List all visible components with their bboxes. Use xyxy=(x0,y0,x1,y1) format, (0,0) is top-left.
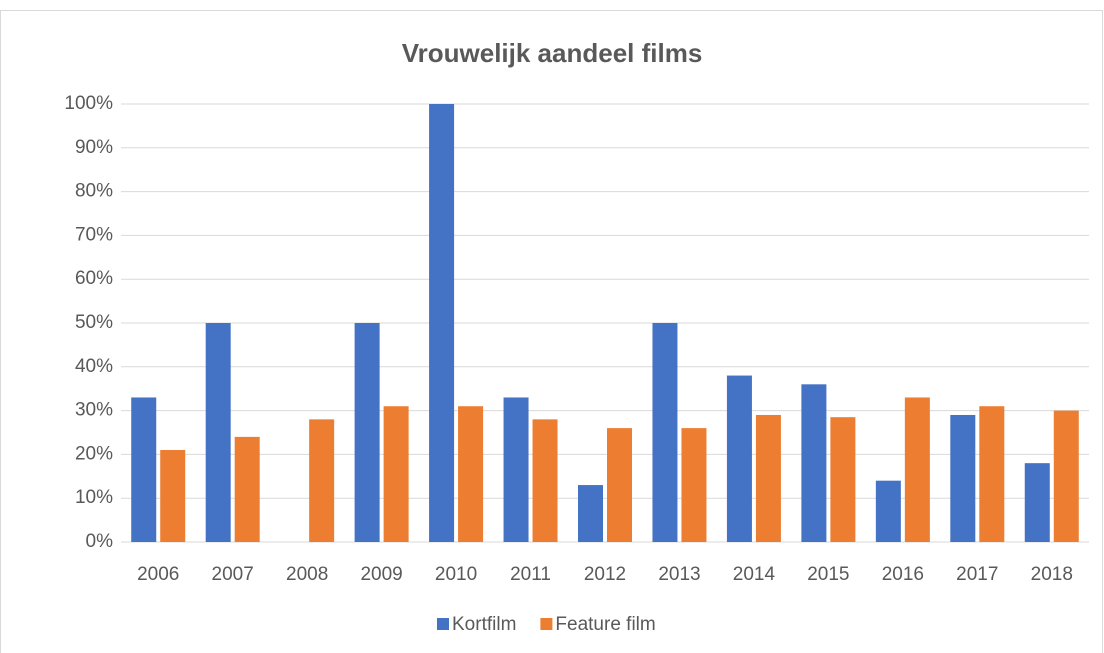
bar xyxy=(801,384,827,542)
legend-swatch xyxy=(540,618,553,630)
bar xyxy=(950,414,976,542)
bar xyxy=(309,419,335,542)
bar xyxy=(131,397,157,542)
x-tick-label: 2017 xyxy=(956,564,998,585)
y-tick-label: 10% xyxy=(75,487,113,508)
x-tick-label: 2015 xyxy=(807,564,849,585)
x-tick-label: 2009 xyxy=(360,564,402,585)
bar xyxy=(681,428,707,542)
x-tick-label: 2011 xyxy=(510,564,551,585)
x-tick-label: 2014 xyxy=(733,564,776,585)
x-tick-label: 2012 xyxy=(584,564,626,585)
y-tick-label: 100% xyxy=(64,93,113,114)
bar xyxy=(904,397,930,542)
x-tick-label: 2013 xyxy=(658,564,700,585)
y-tick-label: 70% xyxy=(75,224,113,245)
bar xyxy=(755,414,781,542)
x-tick-label: 2018 xyxy=(1031,564,1073,585)
x-tick-label: 2007 xyxy=(212,564,254,585)
y-tick-label: 90% xyxy=(75,137,113,158)
bar xyxy=(532,419,558,542)
legend-label: Kortfilm xyxy=(452,614,516,635)
bar xyxy=(1024,463,1050,542)
bar xyxy=(429,104,455,542)
bar xyxy=(875,480,901,542)
bar xyxy=(607,428,632,542)
bar xyxy=(652,323,678,542)
bar xyxy=(830,417,856,542)
bar xyxy=(578,485,603,542)
bar xyxy=(383,406,409,542)
bar xyxy=(458,406,484,542)
bar xyxy=(979,406,1005,542)
chart-frame xyxy=(0,10,1103,653)
legend-label: Feature film xyxy=(555,614,655,635)
bar xyxy=(205,323,231,542)
x-tick-label: 2006 xyxy=(137,564,179,585)
x-tick-label: 2010 xyxy=(435,564,477,585)
bar xyxy=(354,323,380,542)
bar xyxy=(1053,410,1079,542)
y-tick-label: 20% xyxy=(75,443,113,464)
y-tick-label: 50% xyxy=(75,312,113,333)
bar xyxy=(234,436,260,542)
y-tick-label: 30% xyxy=(75,400,113,421)
x-tick-label: 2008 xyxy=(286,564,328,585)
x-tick-label: 2016 xyxy=(882,564,924,585)
y-tick-label: 40% xyxy=(75,356,113,377)
chart-title: Vrouwelijk aandeel films xyxy=(402,38,703,68)
bar xyxy=(503,397,529,542)
bar xyxy=(726,375,752,542)
y-tick-label: 80% xyxy=(75,181,113,202)
legend-swatch xyxy=(437,618,449,630)
bar xyxy=(160,450,186,542)
y-tick-label: 60% xyxy=(75,268,113,289)
y-tick-label: 0% xyxy=(86,531,114,552)
